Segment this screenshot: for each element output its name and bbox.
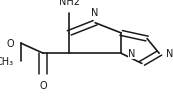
Text: N: N: [166, 49, 173, 59]
Text: NH2: NH2: [59, 0, 80, 7]
Text: O: O: [6, 39, 14, 49]
Text: O: O: [39, 81, 47, 90]
Text: N: N: [92, 8, 99, 18]
Text: N: N: [128, 49, 135, 59]
Text: CH₃: CH₃: [0, 57, 14, 67]
